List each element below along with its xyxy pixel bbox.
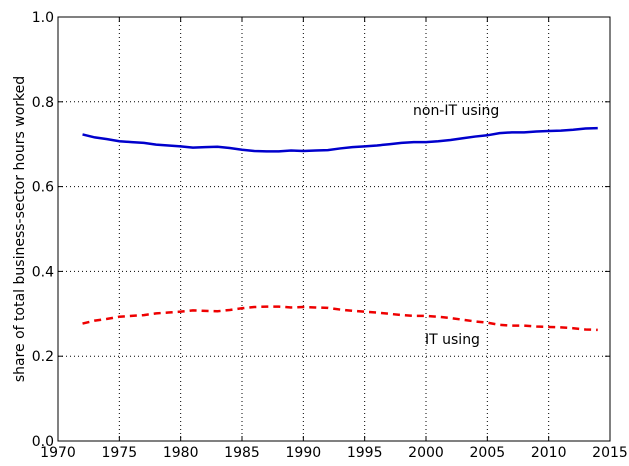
x-tick-label: 2010 — [531, 445, 567, 461]
x-tick-label: 1980 — [163, 445, 199, 461]
annotation: IT using — [425, 332, 480, 348]
x-tick-label: 1995 — [347, 445, 383, 461]
y-tick-label: 0.2 — [32, 349, 54, 365]
y-axis-label: share of total business-sector hours wor… — [12, 76, 28, 382]
y-tick-label: 0.8 — [32, 95, 54, 111]
annotation: non-IT using — [413, 103, 499, 119]
x-tick-label: 2005 — [470, 445, 506, 461]
x-tick-label: 1970 — [40, 445, 76, 461]
x-tick-label: 2000 — [408, 445, 444, 461]
y-tick-label: 0.0 — [32, 434, 54, 450]
x-tick-label: 1975 — [102, 445, 138, 461]
y-tick-label: 0.4 — [32, 264, 54, 280]
y-tick-label: 0.6 — [32, 180, 54, 196]
y-tick-label: 1.0 — [32, 10, 54, 26]
series-line — [82, 305, 598, 332]
series-line — [82, 126, 598, 153]
x-tick-label: 2015 — [592, 445, 628, 461]
x-tick-label: 1990 — [286, 445, 322, 461]
x-tick-label: 1985 — [224, 445, 260, 461]
plot-frame — [57, 16, 611, 442]
